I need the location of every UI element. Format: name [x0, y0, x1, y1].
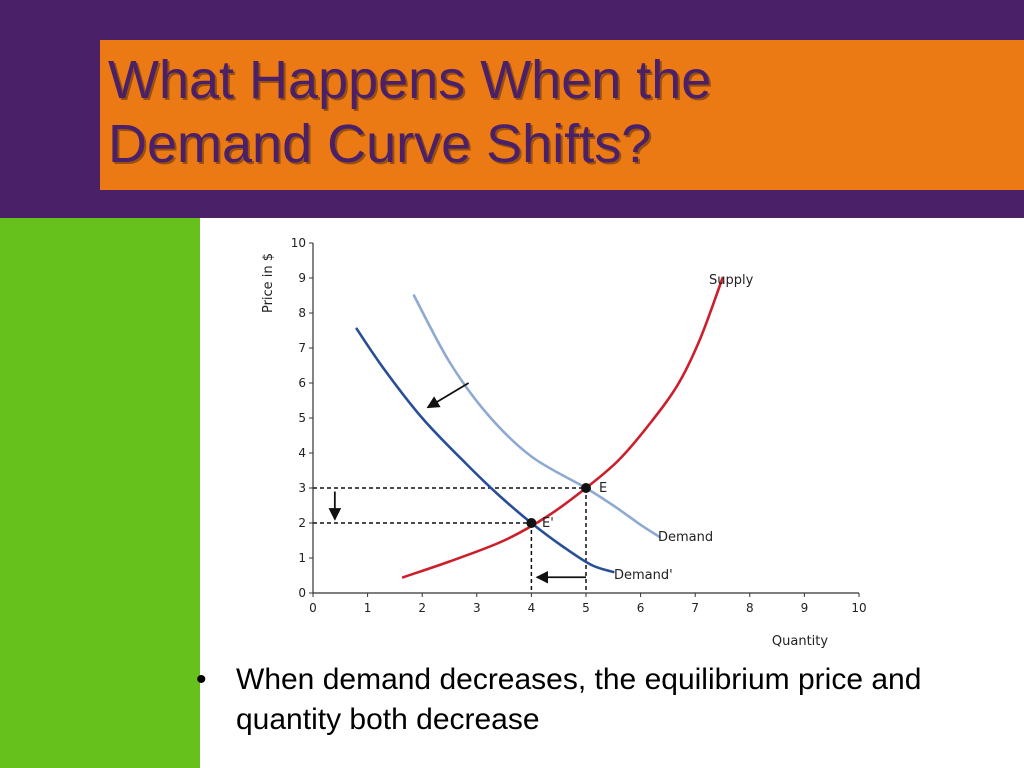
x-tick-label: 10 — [851, 601, 866, 615]
y-tick-label: 6 — [298, 376, 306, 390]
supply-curve — [401, 276, 724, 579]
demand-prime-label: Demand' — [614, 568, 673, 583]
y-tick-label: 0 — [298, 586, 306, 600]
equilibrium-guide-lines — [313, 487, 587, 593]
equilibrium-point-e-prime — [526, 518, 537, 528]
curve-group — [355, 276, 724, 579]
y-tick-label: 7 — [298, 341, 306, 355]
x-tick-label: 4 — [528, 601, 536, 615]
supply-label: Supply — [709, 273, 754, 288]
y-tick-label: 9 — [298, 271, 306, 285]
slide-title: What Happens When the Demand Curve Shift… — [108, 48, 711, 176]
demand-label: Demand — [658, 530, 713, 545]
shift-arrows — [328, 382, 586, 584]
y-tick-label: 2 — [298, 516, 306, 530]
title-box: What Happens When the Demand Curve Shift… — [100, 40, 1024, 190]
equilibrium-points — [526, 483, 591, 528]
equilibrium-point-e — [581, 483, 591, 493]
x-tick-group: 0 1 2 3 4 5 6 7 8 9 10 — [309, 593, 867, 615]
y-tick-label: 3 — [298, 481, 306, 495]
bullet-point: • When demand decreases, the equilibrium… — [196, 660, 1016, 740]
x-axis-label: Quantity — [772, 634, 828, 649]
bullet-marker: • — [196, 663, 207, 696]
y-tick-label: 8 — [298, 306, 306, 320]
y-tick-label: 4 — [298, 446, 306, 460]
slide-title-line-2: Demand Curve Shifts? — [108, 114, 652, 174]
point-e-label: E — [599, 481, 607, 496]
y-axis-label: Price in $ — [261, 253, 276, 313]
slide-title-line-1: What Happens When the — [108, 50, 712, 110]
y-tick-label: 10 — [291, 236, 306, 250]
side-accent-bar — [0, 218, 200, 768]
supply-demand-chart: 0 1 2 3 4 5 6 7 8 9 10 0 1 2 3 4 5 6 7 8 9 10 Price in $ Qua… — [261, 236, 867, 649]
point-e-prime-label: E' — [542, 516, 554, 531]
x-tick-label: 0 — [309, 601, 317, 615]
demand-prime-curve — [355, 327, 615, 574]
y-tick-group: 0 1 2 3 4 5 6 7 8 9 10 — [291, 236, 313, 600]
x-tick-label: 9 — [801, 601, 809, 615]
bullet-text: When demand decreases, the equilibrium p… — [236, 663, 922, 736]
x-tick-label: 5 — [582, 601, 590, 615]
y-tick-label: 5 — [298, 411, 306, 425]
x-tick-label: 8 — [746, 601, 754, 615]
x-tick-label: 1 — [364, 601, 372, 615]
x-tick-label: 6 — [637, 601, 645, 615]
x-tick-label: 7 — [691, 601, 699, 615]
x-tick-label: 3 — [473, 601, 481, 615]
demand-curve — [412, 294, 661, 539]
y-tick-label: 1 — [298, 551, 306, 565]
demand-shift-arrow — [426, 382, 470, 409]
x-tick-label: 2 — [418, 601, 426, 615]
